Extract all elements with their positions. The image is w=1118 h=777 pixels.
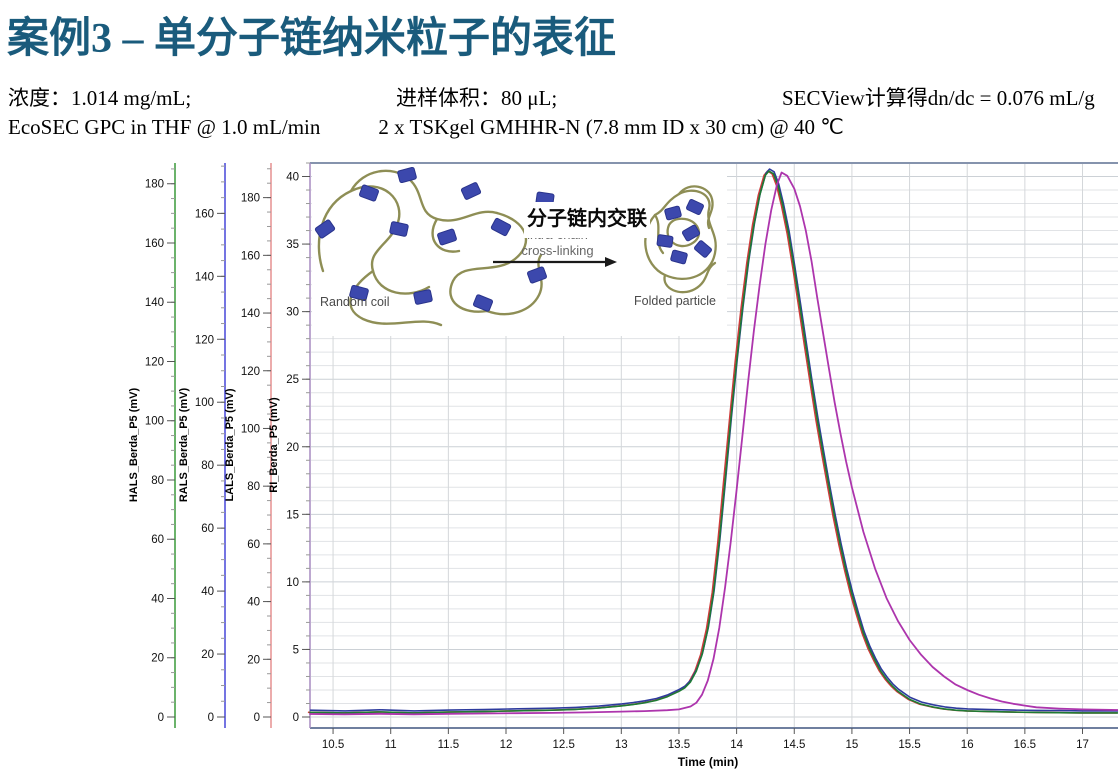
svg-text:11: 11 <box>385 739 397 751</box>
svg-text:40: 40 <box>151 593 164 605</box>
svg-text:120: 120 <box>145 356 164 368</box>
svg-text:160: 160 <box>195 208 214 220</box>
svg-text:25: 25 <box>286 374 299 386</box>
svg-text:12: 12 <box>500 739 513 751</box>
molecule-inset <box>312 164 727 336</box>
svg-text:180: 180 <box>241 193 260 205</box>
svg-text:0: 0 <box>293 712 299 724</box>
svg-text:20: 20 <box>247 654 260 666</box>
svg-text:RI_Berda_P5 (mV): RI_Berda_P5 (mV) <box>268 397 280 493</box>
svg-text:60: 60 <box>201 523 214 535</box>
reaction-arrow-head <box>605 257 617 267</box>
svg-text:11.5: 11.5 <box>438 739 460 751</box>
svg-text:100: 100 <box>145 416 164 428</box>
y-axis-LALS: 0 20 40 60 80 100 120 140 160 180 LALS_Berda_P5 (m… <box>224 163 272 728</box>
svg-text:80: 80 <box>151 475 164 487</box>
svg-text:HALS_Berda_P5 (mV): HALS_Berda_P5 (mV) <box>128 388 140 503</box>
svg-text:20: 20 <box>286 442 299 454</box>
svg-text:14: 14 <box>730 739 743 751</box>
svg-text:100: 100 <box>195 397 214 409</box>
page-title: 案例3 – 单分子链纳米粒子的表征 <box>7 16 617 62</box>
svg-text:12.5: 12.5 <box>552 739 574 751</box>
svg-text:40: 40 <box>201 586 214 598</box>
svg-text:140: 140 <box>145 297 164 309</box>
svg-text:15: 15 <box>846 739 859 751</box>
svg-text:80: 80 <box>201 460 214 472</box>
svg-text:160: 160 <box>241 250 260 262</box>
svg-text:60: 60 <box>247 539 260 551</box>
svg-text:13: 13 <box>615 739 628 751</box>
svg-text:10.5: 10.5 <box>322 739 344 751</box>
svg-text:LALS_Berda_P5 (mV): LALS_Berda_P5 (mV) <box>224 388 236 501</box>
x-axis-title: Time (min) <box>678 755 738 769</box>
svg-text:80: 80 <box>247 481 260 493</box>
svg-text:13.5: 13.5 <box>668 739 690 751</box>
cross-linking-label: cross-linking <box>521 243 594 258</box>
folded-particle-label: Folded particle <box>634 294 716 308</box>
svg-text:0: 0 <box>254 712 260 724</box>
gpc-conditions: EcoSEC GPC in THF @ 1.0 mL/min <box>8 115 321 139</box>
svg-text:120: 120 <box>195 334 214 346</box>
svg-text:35: 35 <box>286 239 299 251</box>
svg-text:140: 140 <box>195 271 214 283</box>
curve-RI_Berda_P5 <box>309 171 1118 716</box>
svg-text:40: 40 <box>286 172 299 184</box>
svg-text:15.5: 15.5 <box>898 739 920 751</box>
svg-text:20: 20 <box>151 653 164 665</box>
svg-text:16: 16 <box>961 739 974 751</box>
secview-dndc-text: SECView计算得dn/dc = 0.076 mL/g <box>782 86 1095 110</box>
curve-HALS_Berda_P5 <box>309 170 1118 714</box>
conditions-text: EcoSEC GPC in THF @ 1.0 mL/min 2 x TSKgel… <box>8 115 844 140</box>
curve-RALS_Berda_P5 <box>309 168 1118 712</box>
concentration-text: 浓度：1.014 mg/mL; <box>8 86 192 110</box>
svg-text:0: 0 <box>208 712 214 724</box>
folded-particle-figure <box>644 185 717 294</box>
svg-text:RALS_Berda_P5 (mV): RALS_Berda_P5 (mV) <box>178 388 190 503</box>
svg-text:0: 0 <box>158 712 164 724</box>
svg-text:10: 10 <box>286 577 299 589</box>
svg-text:120: 120 <box>241 366 260 378</box>
column-conditions: 2 x TSKgel GMHHR-N (7.8 mm ID x 30 cm) @… <box>378 115 844 139</box>
svg-text:16.5: 16.5 <box>1014 739 1036 751</box>
svg-text:20: 20 <box>201 649 214 661</box>
injection-volume-text: 进样体积：80 μL; <box>396 86 558 110</box>
svg-text:15: 15 <box>286 509 299 521</box>
svg-text:17: 17 <box>1076 739 1089 751</box>
svg-text:140: 140 <box>241 308 260 320</box>
y-axis-RALS: 0 20 40 60 80 100 120 140 160 RALS_Berda_P5 (mV) <box>178 163 226 728</box>
y-axis-RI: 0 5 10 15 20 25 30 35 40 RI_Berda_P5 (mV) <box>268 162 311 728</box>
x-axis: 10.5 11 11.5 12 12.5 13 13.5 14 14.5 15 15.5 16 16.5… <box>322 728 1089 751</box>
y-axis-HALS: 0 20 40 60 80 100 120 140 160 180 HALS_Berda_P5 (m… <box>128 163 176 728</box>
svg-text:40: 40 <box>247 597 260 609</box>
svg-text:30: 30 <box>286 307 299 319</box>
intrachain-crosslink-zh-label: 分子链内交联 <box>524 202 650 238</box>
svg-text:180: 180 <box>145 179 164 191</box>
svg-text:160: 160 <box>145 238 164 250</box>
svg-text:14.5: 14.5 <box>783 739 805 751</box>
svg-text:5: 5 <box>293 644 299 656</box>
svg-text:100: 100 <box>241 423 260 435</box>
random-coil-label: Random coil <box>320 295 390 309</box>
svg-text:60: 60 <box>151 534 164 546</box>
